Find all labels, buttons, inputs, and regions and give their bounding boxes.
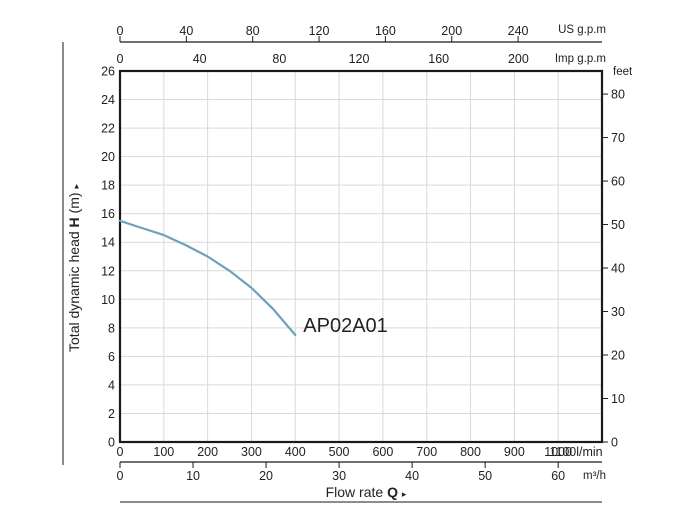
series-line-ap02a01	[118, 219, 297, 337]
x-tick-label-lmin: 600	[372, 445, 393, 459]
x-tick-label-lmin: 200	[197, 445, 218, 459]
x-tick-label-m3h: 60	[551, 469, 565, 483]
x-tick-label-lmin: 400	[285, 445, 306, 459]
x-tick-label-imp-gpm: 40	[193, 52, 207, 66]
x-axis-title: Flow rate Q ▸	[326, 484, 407, 500]
x-tick-label-imp-gpm: 200	[508, 52, 529, 66]
y-tick-label-m: 0	[108, 436, 115, 450]
x-tick-label-imp-gpm: 0	[117, 52, 124, 66]
grid	[120, 71, 602, 442]
y-axis-title: Total dynamic head H (m) ▸	[66, 184, 82, 352]
y-unit-feet: feet	[613, 66, 633, 78]
y-tick-label-m: 20	[101, 150, 115, 164]
top-axes: 0 40 80 120 160 200 240 US g.p.m 0 40 80 120 160 200 I…	[117, 24, 606, 66]
y-tick-label-m: 2	[108, 407, 115, 421]
y-tick-label-feet: 30	[611, 305, 625, 319]
series-layer: AP02A01	[118, 219, 388, 337]
x-axis-title-text: Flow rate	[326, 484, 384, 500]
y-tick-label-feet: 80	[611, 88, 625, 102]
svg-text:Total dynamic head: Total dynamic head H (m) ▸	[66, 184, 82, 352]
y-tick-label-feet: 50	[611, 218, 625, 232]
y-tick-label-feet: 0	[611, 436, 618, 450]
x-axis-title-symbol: Q	[387, 484, 398, 500]
y-tick-label-m: 26	[101, 65, 115, 79]
svg-text:Flow rate Q: Flow rate Q ▸	[326, 484, 407, 500]
x-tick-label-lmin: 500	[329, 445, 350, 459]
x-tick-label-lmin: 1000	[544, 445, 572, 459]
y-axis-title-text: Total dynamic head	[66, 231, 82, 352]
series-label-ap02a01: AP02A01	[303, 315, 388, 337]
y-axis-title-unit: (m)	[66, 192, 82, 213]
x-unit-m3h: m³/h	[583, 470, 606, 482]
x-tick-label-us-gpm: 240	[508, 24, 529, 38]
y-tick-label-m: 16	[101, 207, 115, 221]
x-tick-label-m3h: 20	[259, 469, 273, 483]
y-tick-label-feet: 70	[611, 131, 625, 145]
x-tick-label-imp-gpm: 80	[272, 52, 286, 66]
bottom-axes: 0 100 200 300 400 500 600 700 800 900 10001100l/mi…	[117, 445, 606, 503]
x-tick-label-lmin: 0	[117, 445, 124, 459]
x-tick-label-m3h: 50	[478, 469, 492, 483]
x-tick-label-m3h: 40	[405, 469, 419, 483]
x-tick-label-us-gpm: 0	[117, 24, 124, 38]
x-tick-label-us-gpm: 40	[179, 24, 193, 38]
y-tick-label-m: 6	[108, 350, 115, 364]
y-axis-title-arrow: ▸	[71, 184, 81, 189]
x-tick-label-m3h: 0	[117, 469, 124, 483]
y-tick-label-feet: 60	[611, 175, 625, 189]
y-tick-label-feet: 10	[611, 392, 625, 406]
y-axis-title-symbol: H	[66, 217, 82, 227]
x-tick-label-imp-gpm: 120	[349, 52, 370, 66]
x-tick-label-us-gpm: 200	[441, 24, 462, 38]
y-tick-label-m: 22	[101, 122, 115, 136]
plot-frame	[118, 69, 604, 444]
x-tick-label-us-gpm: 120	[309, 24, 330, 38]
x-tick-label-m3h: 30	[332, 469, 346, 483]
y-tick-label-feet: 40	[611, 262, 625, 276]
x-tick-label-lmin: 300	[241, 445, 262, 459]
right-axis: 0 10 20 30 40 50 60 70 80 feet	[602, 66, 633, 450]
x-tick-label-lmin: 700	[416, 445, 437, 459]
x-tick-label-us-gpm: 160	[375, 24, 396, 38]
x-tick-label-lmin: 800	[460, 445, 481, 459]
y-tick-label-m: 24	[101, 93, 115, 107]
x-tick-label-lmin: 100	[153, 445, 174, 459]
x-tick-label-m3h: 10	[186, 469, 200, 483]
y-tick-label-m: 18	[101, 179, 115, 193]
y-tick-label-feet: 20	[611, 349, 625, 363]
x-unit-imp-gpm: Imp g.p.m	[555, 53, 606, 65]
x-unit-us-gpm: US g.p.m	[558, 24, 606, 36]
x-tick-label-lmin: 900	[504, 445, 525, 459]
y-tick-label-m: 4	[108, 378, 115, 392]
x-tick-label-lmin: 1100l/min	[549, 445, 602, 459]
y-tick-label-m: 14	[101, 236, 115, 250]
x-tick-label-us-gpm: 80	[246, 24, 260, 38]
x-tick-label-imp-gpm: 160	[428, 52, 449, 66]
y-tick-label-m: 12	[101, 264, 115, 278]
y-tick-label-m: 8	[108, 321, 115, 335]
y-tick-label-m: 10	[101, 293, 115, 307]
x-axis-title-arrow: ▸	[402, 489, 407, 499]
